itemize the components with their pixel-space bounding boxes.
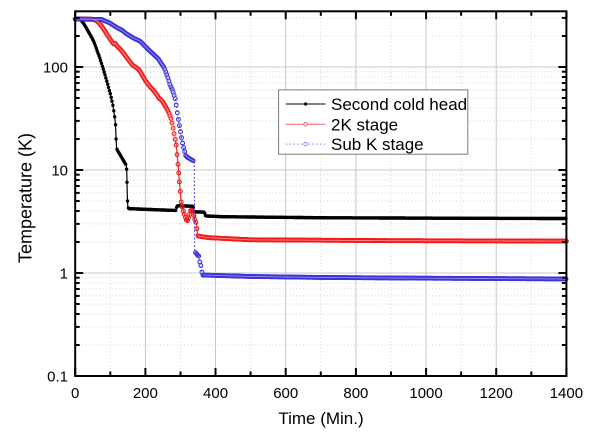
svg-text:600: 600 [273,385,298,402]
svg-text:1000: 1000 [409,385,442,402]
svg-text:800: 800 [343,385,368,402]
svg-text:1: 1 [60,265,68,282]
svg-text:Temperature (K): Temperature (K) [16,133,36,263]
svg-text:10: 10 [51,162,68,179]
svg-text:2K stage: 2K stage [331,115,398,134]
svg-text:200: 200 [133,385,158,402]
svg-text:400: 400 [203,385,228,402]
svg-text:100: 100 [43,59,68,76]
svg-text:0.1: 0.1 [47,368,68,385]
svg-text:Time (Min.): Time (Min.) [278,409,363,428]
svg-text:0: 0 [71,385,79,402]
svg-text:Sub K stage: Sub K stage [331,135,424,154]
svg-text:Second cold head: Second cold head [331,95,467,114]
svg-text:1200: 1200 [480,385,513,402]
svg-text:1400: 1400 [550,385,583,402]
